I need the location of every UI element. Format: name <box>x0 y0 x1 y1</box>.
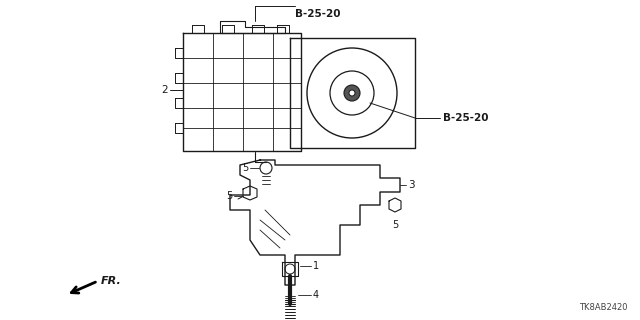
Text: FR.: FR. <box>101 276 122 286</box>
Text: 5: 5 <box>242 163 248 173</box>
Text: B-25-20: B-25-20 <box>443 113 488 123</box>
Text: B-25-20: B-25-20 <box>295 9 340 19</box>
Text: 2: 2 <box>161 85 168 95</box>
Circle shape <box>344 85 360 101</box>
Circle shape <box>349 90 355 96</box>
Text: 1: 1 <box>313 261 319 271</box>
Text: TK8AB2420: TK8AB2420 <box>579 303 628 312</box>
Text: 5: 5 <box>392 220 398 230</box>
Text: 5: 5 <box>226 191 232 201</box>
Text: 3: 3 <box>408 180 415 190</box>
Text: 4: 4 <box>313 290 319 300</box>
